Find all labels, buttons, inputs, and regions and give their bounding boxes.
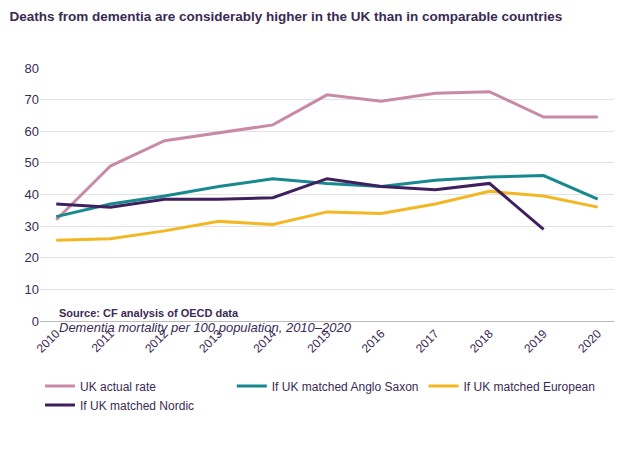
svg-text:10: 10 xyxy=(25,282,39,297)
svg-text:80: 80 xyxy=(25,61,39,76)
svg-text:Dementia mortality per 100 pop: Dementia mortality per 100 population, 2… xyxy=(59,320,352,335)
svg-text:If UK matched European: If UK matched European xyxy=(464,380,595,394)
svg-text:40: 40 xyxy=(25,187,39,202)
svg-text:Deaths from dementia are consi: Deaths from dementia are considerably hi… xyxy=(10,9,563,24)
svg-text:60: 60 xyxy=(25,124,39,139)
svg-text:2016: 2016 xyxy=(359,327,388,356)
svg-text:0: 0 xyxy=(32,314,39,329)
svg-text:2018: 2018 xyxy=(467,327,496,356)
svg-text:2013: 2013 xyxy=(196,327,225,356)
svg-text:2015: 2015 xyxy=(305,327,334,356)
svg-text:2012: 2012 xyxy=(142,327,171,356)
svg-text:2011: 2011 xyxy=(89,327,117,355)
svg-text:70: 70 xyxy=(25,92,39,107)
svg-text:If UK matched Nordic: If UK matched Nordic xyxy=(80,399,194,413)
svg-text:2010: 2010 xyxy=(34,327,63,356)
svg-text:2014: 2014 xyxy=(250,327,279,356)
svg-text:2017: 2017 xyxy=(413,327,442,356)
svg-text:2020: 2020 xyxy=(575,327,604,356)
svg-text:Source: CF analysis of OECD da: Source: CF analysis of OECD data xyxy=(59,307,239,319)
svg-text:If UK matched Anglo Saxon: If UK matched Anglo Saxon xyxy=(272,380,419,394)
svg-text:30: 30 xyxy=(25,219,39,234)
svg-text:2019: 2019 xyxy=(521,327,550,356)
svg-text:UK actual rate: UK actual rate xyxy=(80,380,156,394)
svg-text:50: 50 xyxy=(25,155,39,170)
svg-text:20: 20 xyxy=(25,250,39,265)
